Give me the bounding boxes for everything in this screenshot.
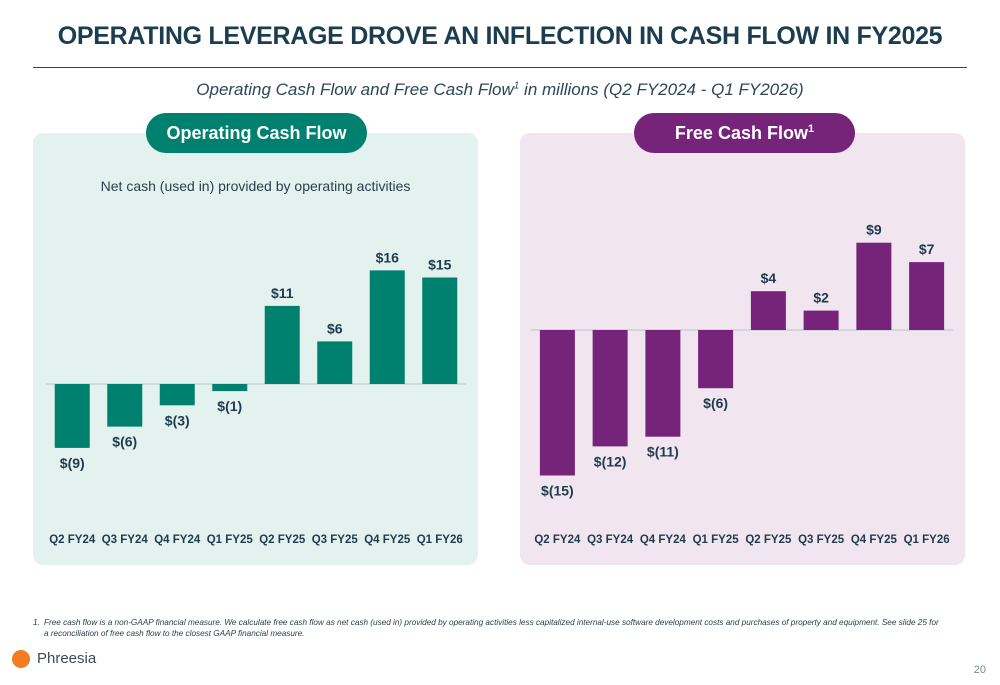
page-number: 20	[973, 664, 986, 676]
fcf-bar	[698, 330, 734, 389]
ocf-data-label: $(6)	[112, 434, 137, 450]
ocf-data-label: $(9)	[60, 455, 85, 471]
fcf-bar	[750, 291, 786, 330]
ocf-bar	[159, 384, 195, 406]
ocf-heading-pill: Operating Cash Flow	[146, 113, 367, 153]
slide-title: OPERATING LEVERAGE DROVE AN INFLECTION I…	[57, 22, 943, 50]
ocf-data-label: $(1)	[217, 398, 242, 414]
title-divider	[33, 67, 967, 68]
slide-subtitle: Operating Cash Flow and Free Cash Flow1 …	[0, 80, 1000, 100]
footnote: 1. Free cash flow is a non-GAAP financial…	[33, 618, 943, 639]
fcf-heading-label: Free Cash Flow	[674, 123, 808, 143]
ocf-bar	[369, 270, 405, 384]
subtitle-text-rest: in millions (Q2 FY2024 - Q1 FY2026)	[519, 80, 804, 99]
ocf-category-label: Q3 FY25	[312, 534, 359, 546]
fcf-heading-pill: Free Cash Flow1	[634, 113, 855, 153]
ocf-bar	[54, 384, 90, 448]
footnote-number: 1.	[33, 618, 40, 627]
ocf-chart-note: Net cash (used in) provided by operating…	[100, 178, 411, 194]
fcf-category-label: Q3 FY25	[798, 534, 845, 546]
ocf-bar	[107, 384, 143, 427]
ocf-category-label: Q1 FY26	[417, 534, 463, 546]
fcf-bar	[856, 242, 892, 330]
fcf-bar	[539, 330, 575, 476]
fcf-category-label: Q2 FY24	[534, 534, 581, 546]
ocf-category-label: Q3 FY24	[102, 534, 149, 546]
fcf-bar	[803, 310, 839, 330]
fcf-data-label: $7	[919, 241, 935, 257]
ocf-data-label: $6	[327, 320, 343, 336]
ocf-data-label: $15	[428, 257, 452, 273]
ocf-bar	[317, 341, 353, 384]
fcf-data-label: $4	[761, 270, 777, 286]
fcf-data-label: $9	[866, 222, 882, 238]
ocf-category-label: Q2 FY25	[259, 534, 306, 546]
fcf-category-label: Q4 FY24	[640, 534, 687, 546]
subtitle-footnote-marker: 1	[513, 80, 520, 92]
fcf-data-label: $(11)	[647, 444, 679, 460]
fcf-category-label: Q3 FY24	[587, 534, 634, 546]
fcf-category-label: Q2 FY25	[745, 534, 792, 546]
ocf-category-label: Q1 FY25	[207, 534, 254, 546]
fcf-data-label: $2	[813, 290, 829, 306]
ocf-bar	[212, 384, 248, 392]
fcf-data-label: $(12)	[594, 453, 627, 469]
ocf-data-label: $(3)	[165, 412, 190, 428]
ocf-bar	[422, 277, 458, 384]
ocf-data-label: $11	[271, 285, 294, 301]
fcf-bar	[909, 262, 945, 330]
ocf-category-label: Q4 FY25	[364, 534, 411, 546]
fcf-footnote-marker: 1	[807, 123, 815, 135]
logo-dot-icon	[12, 650, 30, 668]
fcf-category-label: Q1 FY25	[693, 534, 740, 546]
fcf-data-label: $(6)	[703, 395, 728, 411]
fcf-category-label: Q1 FY26	[904, 534, 950, 546]
subtitle-text: Operating Cash Flow and Free Cash Flow	[196, 80, 514, 99]
ocf-category-label: Q2 FY24	[49, 534, 96, 546]
logo-wordmark: Phreesia	[37, 650, 97, 667]
fcf-bar	[592, 330, 628, 447]
fcf-category-label: Q4 FY25	[851, 534, 898, 546]
ocf-bar	[264, 305, 300, 384]
ocf-data-label: $16	[376, 249, 400, 265]
ocf-category-label: Q4 FY24	[154, 534, 201, 546]
footnote-text: Free cash flow is a non-GAAP financial m…	[44, 618, 939, 638]
ocf-heading-label: Operating Cash Flow	[166, 123, 347, 143]
fcf-bar	[645, 330, 681, 437]
fcf-data-label: $(15)	[541, 483, 574, 499]
